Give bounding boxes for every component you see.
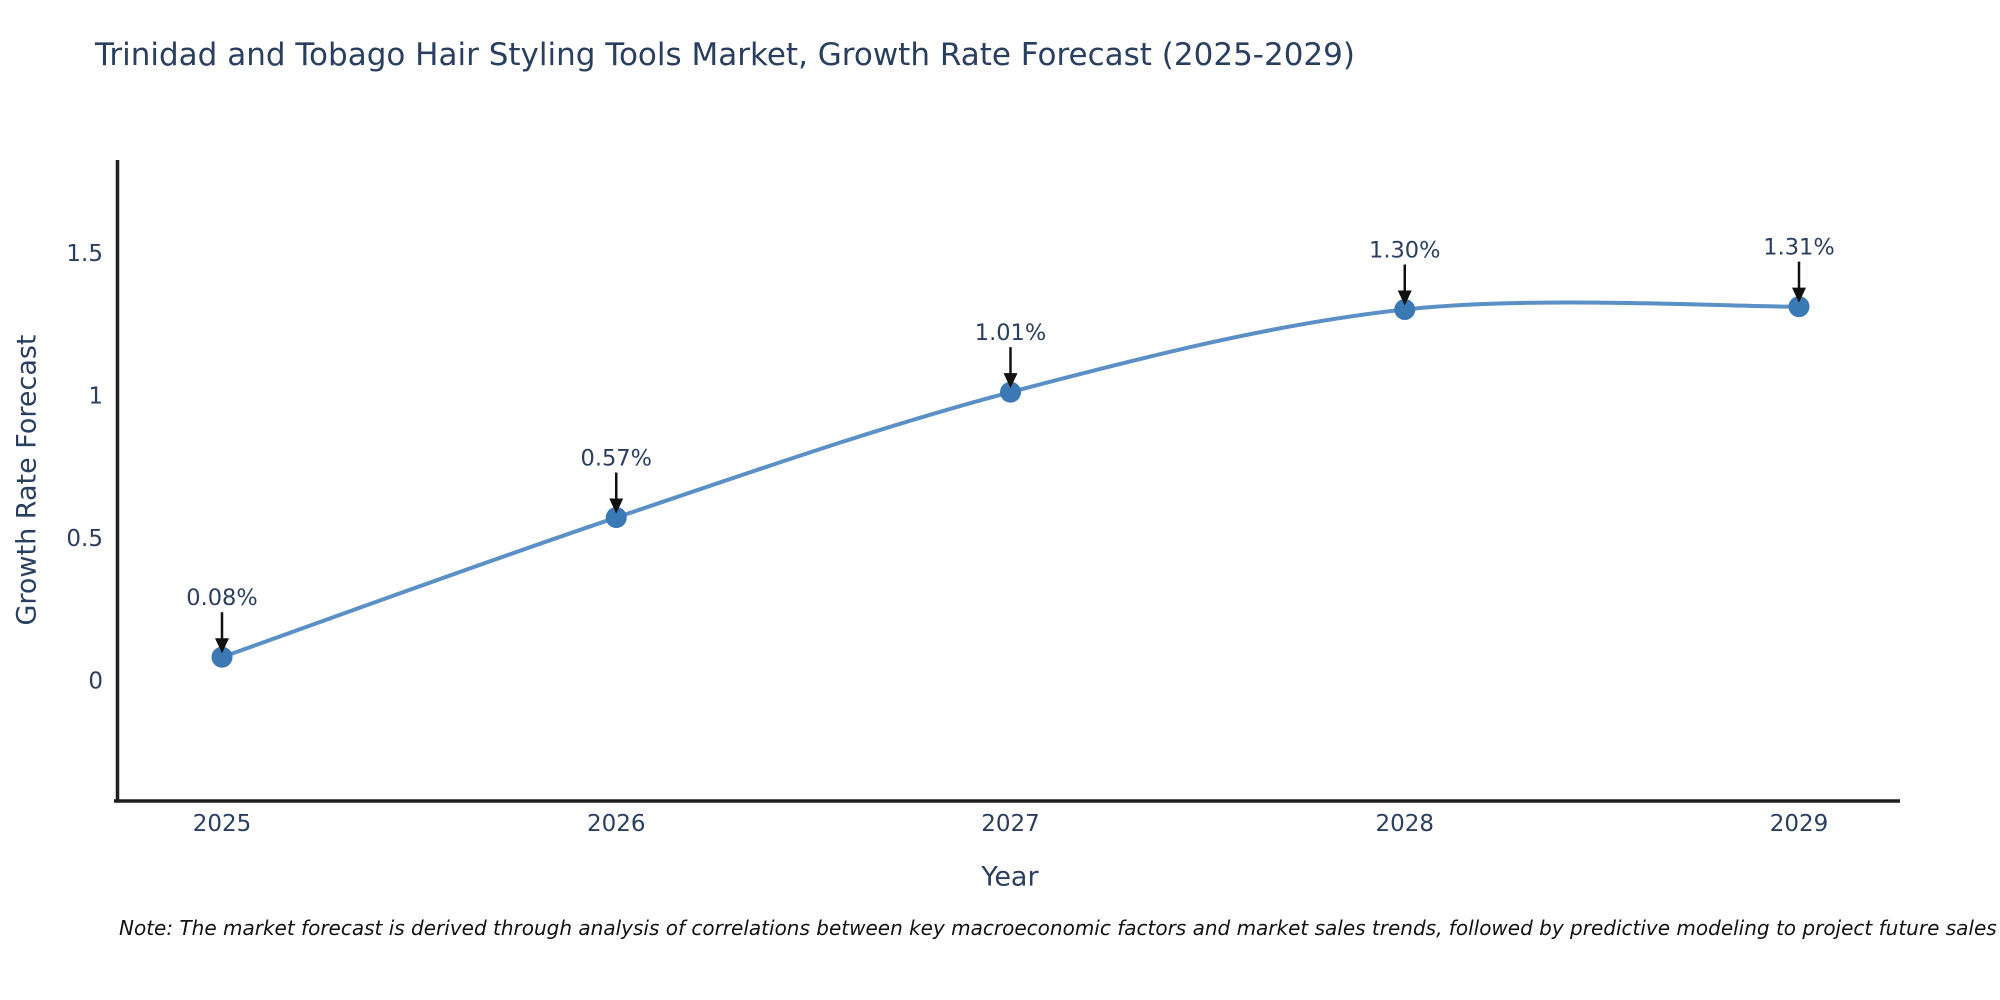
data-point-label: 1.01%: [975, 320, 1046, 346]
data-point-label: 0.57%: [581, 446, 652, 472]
y-tick-label: 0.5: [66, 526, 103, 552]
y-axis-title: Growth Rate Forecast: [11, 334, 43, 626]
annotation-arrowhead-icon: [1397, 290, 1412, 306]
x-tick-label: 2026: [587, 811, 646, 837]
x-tick-label: 2028: [1375, 811, 1434, 837]
annotation-arrowhead-icon: [1792, 287, 1806, 303]
data-point-marker[interactable]: [1788, 296, 1810, 318]
data-point-marker[interactable]: [211, 646, 233, 668]
annotation-arrowhead-icon: [1003, 373, 1018, 389]
y-tick-label: 1.5: [66, 241, 103, 267]
x-tick-label: 2029: [1770, 811, 1829, 837]
data-point-label: 1.31%: [1763, 235, 1834, 261]
footnote-text: Note: The market forecast is derived thr…: [119, 916, 1997, 940]
data-point-marker[interactable]: [1394, 299, 1416, 320]
y-tick-label: 0: [88, 669, 103, 695]
annotation-arrowhead-icon: [215, 638, 229, 654]
chart-title: Trinidad and Tobago Hair Styling Tools M…: [95, 37, 1355, 73]
x-tick-label: 2025: [193, 811, 252, 837]
annotation-arrowhead-icon: [609, 498, 624, 514]
x-tick-label: 2027: [981, 811, 1040, 837]
x-axis-title: Year: [981, 861, 1039, 893]
data-point-label: 0.08%: [186, 585, 257, 611]
y-tick-label: 1: [88, 384, 103, 410]
data-point-label: 1.30%: [1369, 238, 1440, 264]
data-point-marker[interactable]: [605, 507, 627, 529]
data-point-marker[interactable]: [1000, 381, 1021, 403]
